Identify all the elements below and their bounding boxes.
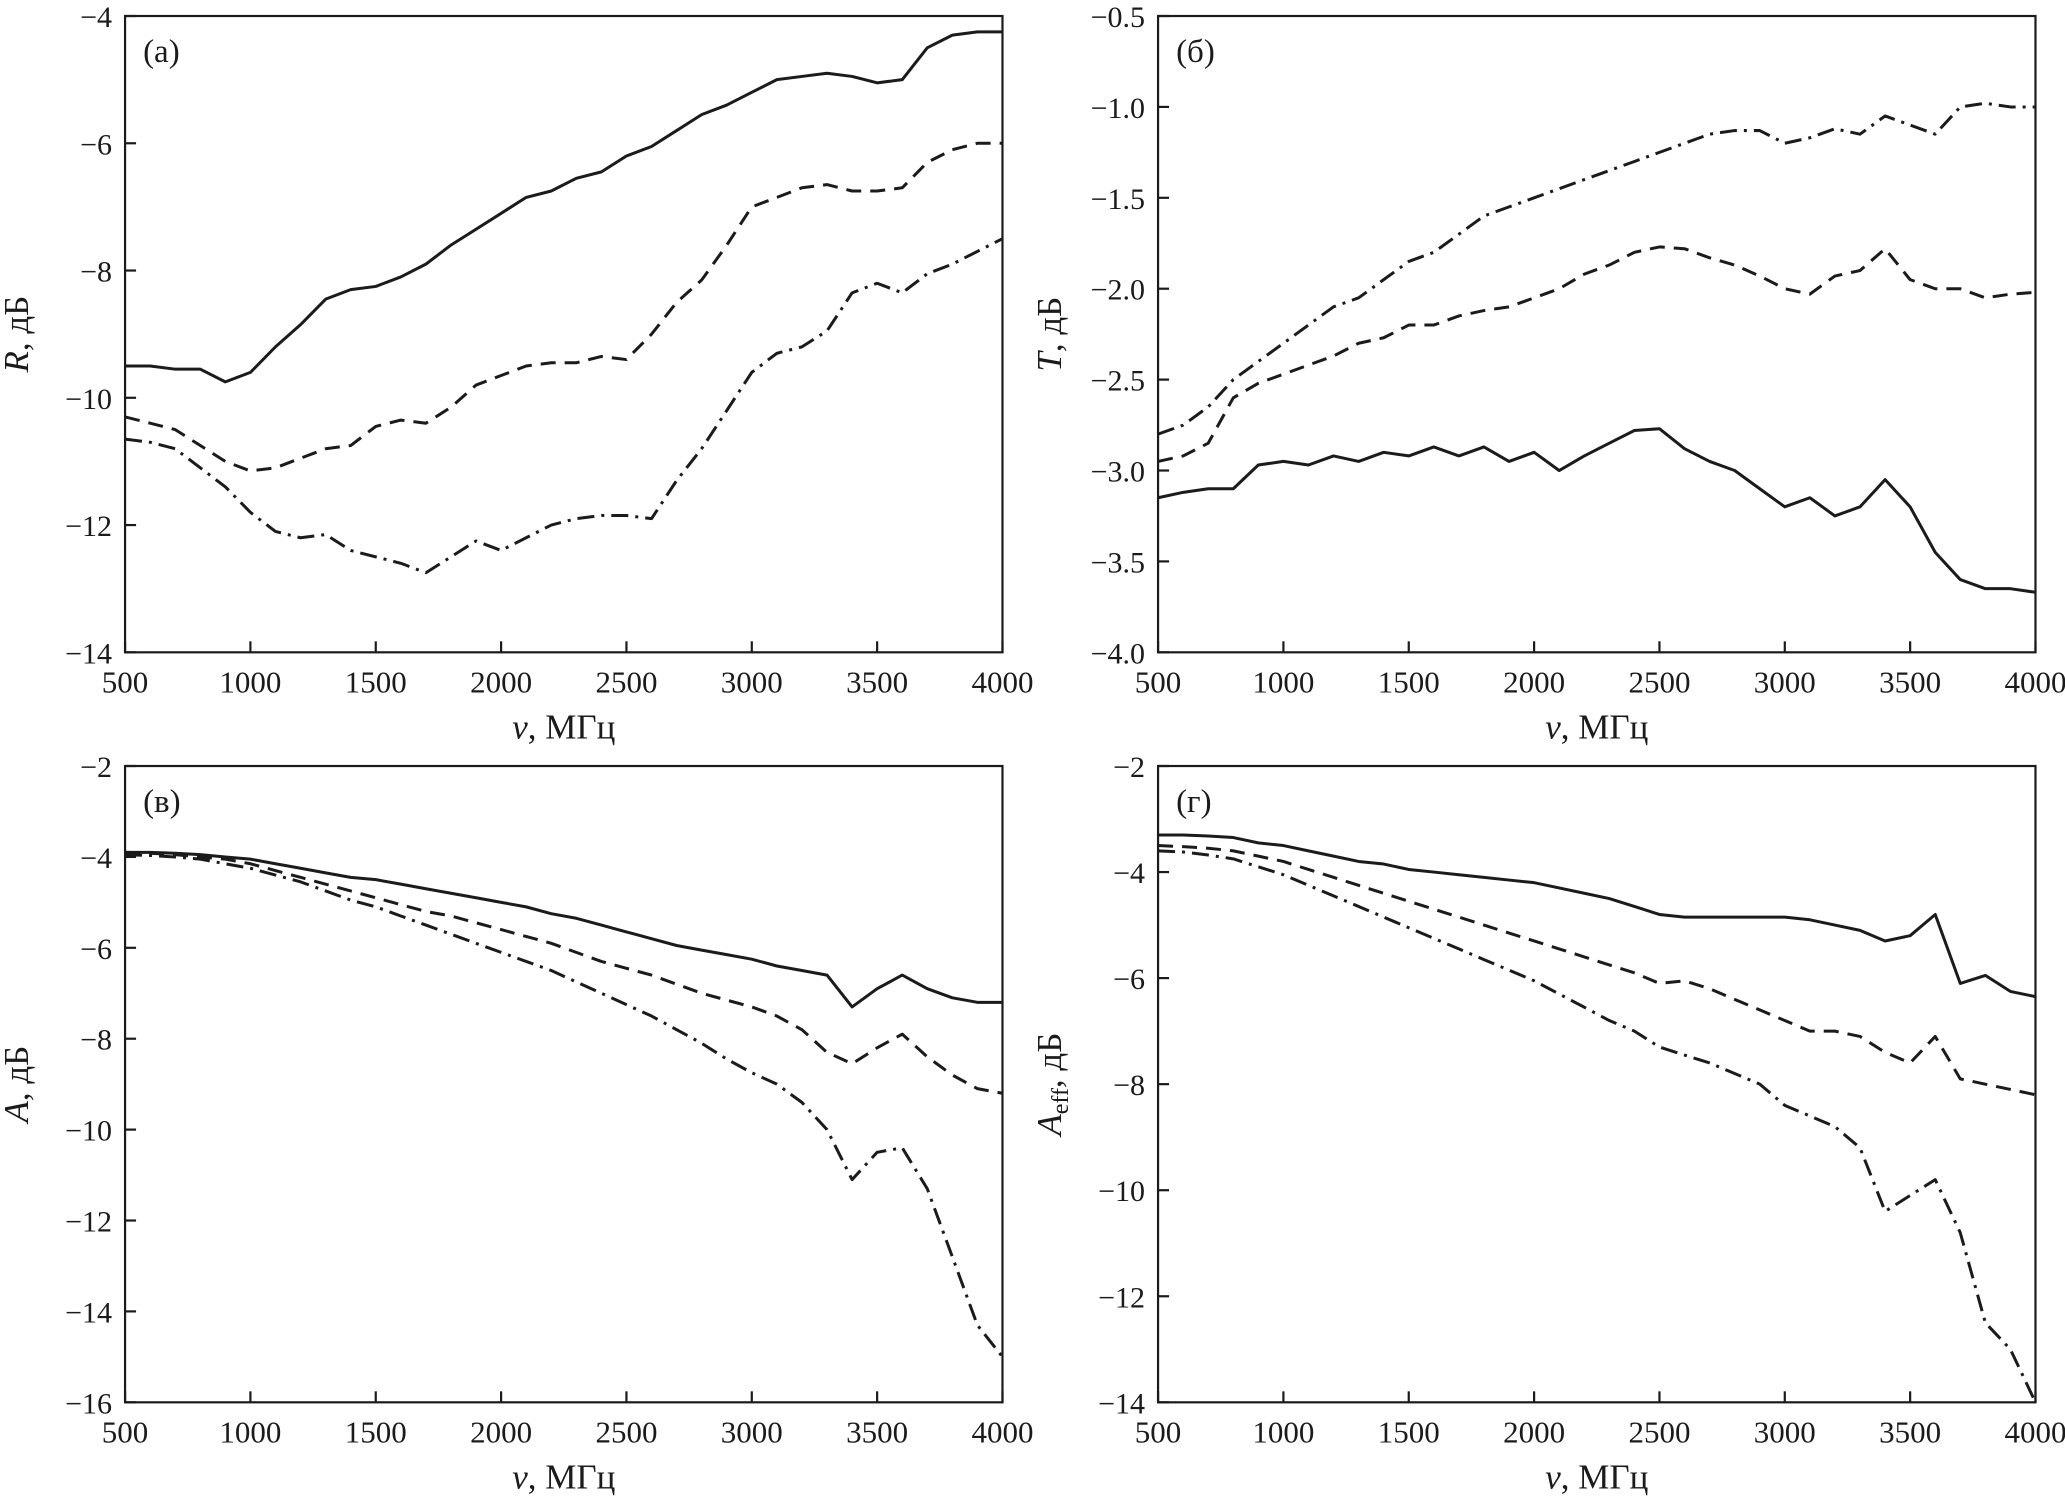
plot-frame xyxy=(123,14,1004,654)
x-tick-label: 500 xyxy=(1134,664,1181,699)
y-tick-label: −10 xyxy=(65,383,112,416)
x-tick-label: 500 xyxy=(1134,1415,1181,1450)
series-dashed-line xyxy=(1157,245,2036,463)
y-tick-label: −12 xyxy=(65,1206,112,1239)
panel-label: (в) xyxy=(143,784,181,820)
x-tick-label: 3500 xyxy=(1879,664,1941,699)
series-dash-dot-line xyxy=(1157,101,2035,436)
x-tick-label: 3500 xyxy=(1879,1415,1941,1450)
x-tick-label: 4000 xyxy=(971,664,1032,699)
x-tick-label: 3000 xyxy=(1753,664,1815,699)
chart-panel-v: 500 1000 1500 2000 2500 3000 3500 4000 −2 −4 −6 −8 −… xyxy=(0,750,1033,1500)
x-tick-label: 2500 xyxy=(1628,1415,1690,1450)
series-dash-dot-line xyxy=(1157,849,2037,1404)
chart-panel-g: 500 1000 1500 2000 2500 3000 3500 4000 −2 −4 −6 −8 −… xyxy=(1033,750,2065,1500)
series-solid-line xyxy=(125,30,1003,384)
x-tick-label: 1000 xyxy=(1252,1415,1314,1450)
x-tick-label: 500 xyxy=(102,664,148,699)
x-tick-label: 1500 xyxy=(345,1415,407,1450)
chart-panel-b: 500 1000 1500 2000 2500 3000 3500 4000 −0.5 −1.0 −… xyxy=(1033,0,2065,750)
series-solid-line xyxy=(125,851,1003,1009)
y-tick-label: −1.5 xyxy=(1090,183,1144,216)
y-tick-label: −8 xyxy=(80,1024,112,1057)
x-tick-label: 3000 xyxy=(721,664,783,699)
y-tick-label: −1.0 xyxy=(1090,92,1144,125)
panel-label: (б) xyxy=(1176,34,1215,70)
chart-svg: 500 1000 1500 2000 2500 3000 3500 4000 −4 −6 −8 −10… xyxy=(0,1,1033,746)
y-tick-label: −4.0 xyxy=(1090,637,1144,670)
x-tick-label: 2000 xyxy=(1503,664,1565,699)
y-tick-label: −6 xyxy=(80,933,112,966)
y-tick-label: −6 xyxy=(80,128,112,161)
x-tick-label: 3000 xyxy=(1753,1415,1815,1450)
y-axis-label: Aeff, дБ xyxy=(1033,1033,1074,1138)
y-tick-label: −2.0 xyxy=(1090,274,1144,307)
y-tick-label: −6 xyxy=(1113,963,1145,996)
series-dash-dot-line xyxy=(125,853,1004,1359)
x-tick-label: 1500 xyxy=(1377,664,1439,699)
panel-label: (г) xyxy=(1176,784,1212,820)
y-tick-label: −10 xyxy=(65,1115,112,1148)
x-axis-label: ν, МГц xyxy=(1545,1458,1648,1497)
series-dashed-line xyxy=(124,141,1003,473)
chart-svg: 500 1000 1500 2000 2500 3000 3500 4000 −2 −4 −6 −8 −… xyxy=(1033,751,2065,1497)
series-dashed-line xyxy=(125,851,1003,1096)
x-tick-label: 3000 xyxy=(721,1415,783,1450)
y-tick-label: −4 xyxy=(80,1,112,34)
y-tick-label: −14 xyxy=(1098,1388,1145,1421)
x-tick-label: 2500 xyxy=(595,664,657,699)
y-tick-label: −12 xyxy=(1098,1282,1145,1315)
x-tick-label: 1000 xyxy=(1252,664,1314,699)
chart-svg: 500 1000 1500 2000 2500 3000 3500 4000 −0.5 −1.0 −… xyxy=(1033,1,2065,746)
x-tick-label: 2000 xyxy=(470,664,532,699)
x-tick-label: 1500 xyxy=(1377,1415,1439,1450)
x-tick-label: 2500 xyxy=(595,1415,657,1450)
y-tick-label: −2.5 xyxy=(1090,365,1144,398)
y-tick-label: −3.5 xyxy=(1090,546,1144,579)
series-solid-line xyxy=(1157,427,2036,594)
x-tick-label: 2000 xyxy=(470,1415,532,1450)
y-tick-label: −8 xyxy=(1113,1070,1145,1103)
chart-svg: 500 1000 1500 2000 2500 3000 3500 4000 −2 −4 −6 −8 −… xyxy=(0,751,1033,1497)
y-axis-label: R, дБ xyxy=(0,296,36,374)
y-tick-label: −4 xyxy=(1113,857,1145,890)
series-dashed-line xyxy=(1157,844,2036,1097)
x-tick-label: 4000 xyxy=(971,1415,1032,1450)
y-tick-label: −16 xyxy=(65,1388,112,1421)
x-tick-label: 3500 xyxy=(846,1415,908,1450)
x-axis-label: ν, МГц xyxy=(1545,707,1648,746)
y-tick-label: −2 xyxy=(80,751,112,784)
plot-frame xyxy=(123,765,1004,1404)
y-axis-label: A, дБ xyxy=(0,1046,36,1125)
plot-frame xyxy=(1156,765,2037,1404)
chart-panel-a: 500 1000 1500 2000 2500 3000 3500 4000 −4 −6 −8 −10… xyxy=(0,0,1033,750)
plot-frame xyxy=(1156,14,2037,654)
x-tick-label: 4000 xyxy=(2004,664,2065,699)
y-tick-label: −14 xyxy=(65,637,112,670)
y-tick-label: −4 xyxy=(80,842,112,875)
y-axis-label: T, дБ xyxy=(1033,297,1069,372)
x-tick-label: 1000 xyxy=(219,664,281,699)
y-tick-label: −2 xyxy=(1113,751,1145,784)
y-tick-label: −0.5 xyxy=(1090,1,1144,34)
x-tick-label: 1000 xyxy=(219,1415,281,1450)
x-tick-label: 1500 xyxy=(345,664,407,699)
series-solid-line xyxy=(1157,833,2036,999)
y-tick-label: −3.0 xyxy=(1090,456,1144,489)
x-tick-label: 500 xyxy=(102,1415,148,1450)
x-axis-label: ν, МГц xyxy=(512,707,615,746)
panel-label: (а) xyxy=(143,34,180,70)
y-tick-label: −10 xyxy=(1098,1176,1145,1209)
x-axis-label: ν, МГц xyxy=(512,1458,615,1497)
y-tick-label: −14 xyxy=(65,1297,112,1330)
x-tick-label: 2500 xyxy=(1628,664,1690,699)
x-tick-label: 3500 xyxy=(846,664,908,699)
series-dash-dot-line xyxy=(124,237,1004,575)
y-tick-label: −8 xyxy=(80,256,112,289)
x-tick-label: 4000 xyxy=(2004,1415,2065,1450)
x-tick-label: 2000 xyxy=(1503,1415,1565,1450)
y-tick-label: −12 xyxy=(65,510,112,543)
